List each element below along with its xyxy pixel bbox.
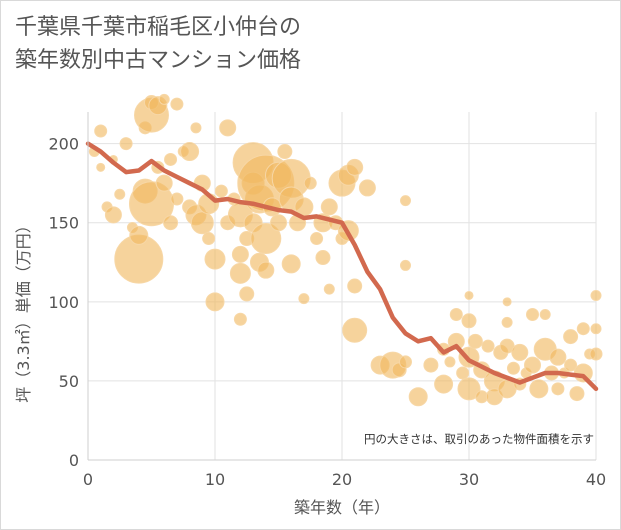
y-tick-label: 50 [59, 372, 79, 391]
y-tick-label: 150 [48, 214, 79, 233]
bubble-point [506, 361, 520, 375]
bubble-point [204, 248, 226, 270]
y-tick-label: 100 [48, 293, 79, 312]
x-tick-label: 30 [459, 470, 479, 489]
bubble-point [239, 286, 255, 302]
bubble-point [205, 292, 225, 312]
bubble-point [277, 144, 293, 160]
bubble-point [346, 158, 364, 176]
bubble-point [511, 343, 529, 361]
bubble-point [170, 97, 184, 111]
bubble-point [549, 348, 567, 366]
bubble-point [524, 356, 541, 374]
y-axis-label: 坪（3.3㎡）単価（万円） [14, 217, 33, 402]
bubble-point [464, 290, 474, 300]
bubble-point [163, 215, 179, 231]
y-tick-label: 0 [69, 451, 79, 470]
bubble-point [358, 179, 376, 197]
axes: 0 10 20 30 40 0 50 100 150 200 [48, 112, 606, 489]
bubble-series [88, 93, 603, 407]
bubble-point [563, 329, 579, 345]
chart-title: 千葉県千葉市稲毛区小仲台の 築年数別中古マンション価格 [15, 15, 302, 73]
bubble-point [155, 174, 173, 192]
bubble-point [303, 176, 317, 190]
bubble-point [408, 387, 428, 407]
bubble-point [444, 356, 456, 368]
bubble-point [529, 379, 549, 399]
trend-series [85, 141, 599, 392]
bubble-point [323, 283, 335, 295]
bubble-point [202, 232, 216, 246]
bubble-point [250, 223, 282, 255]
bubble-point [298, 293, 310, 305]
bubble-point [564, 358, 578, 372]
bubble-point [400, 259, 411, 271]
bubble-point [214, 184, 228, 198]
bubble-point [219, 119, 237, 137]
bubble-point [502, 297, 512, 307]
bubble-point [119, 137, 133, 151]
bubble-point [399, 355, 412, 369]
bubble-point [257, 261, 275, 279]
bubble-point [456, 366, 470, 380]
grid-lines [87, 112, 597, 461]
trend-line [85, 141, 599, 392]
bubble-point [170, 192, 184, 206]
bubble-point [590, 289, 602, 301]
bubble-point [164, 152, 178, 166]
bubble-point [400, 195, 411, 207]
bubble-point [551, 382, 565, 396]
bubble-point [281, 254, 301, 274]
bubble-point [229, 262, 251, 284]
bubble-point [114, 188, 126, 200]
x-tick-label: 40 [586, 470, 606, 489]
bubble-point [467, 333, 483, 349]
bubble-point [481, 339, 495, 353]
bubble-point [129, 225, 149, 245]
bubble-point [501, 316, 513, 328]
bubble-point [158, 93, 170, 105]
bubble-point [423, 357, 439, 373]
bubble-point [499, 338, 515, 354]
bubble-point [310, 232, 324, 246]
bubble-point [190, 122, 202, 134]
x-tick-label: 20 [332, 470, 352, 489]
x-axis-label: 築年数（年） [294, 498, 390, 517]
bubble-point [96, 162, 106, 172]
bubble-point [94, 124, 108, 138]
x-tick-label: 10 [205, 470, 225, 489]
bubble-point [449, 307, 463, 321]
bubble-point [461, 313, 477, 329]
bubble-point [526, 307, 539, 321]
bubble-point [497, 379, 517, 399]
bubble-point [347, 278, 363, 294]
bubble-point [569, 386, 585, 402]
bubble-point [589, 347, 603, 361]
bubble-point [233, 312, 247, 326]
y-tick-label: 200 [48, 135, 79, 154]
bubble-point [434, 374, 454, 394]
bubble-point [576, 322, 590, 336]
bubble-point [457, 377, 481, 401]
bubble-point [590, 323, 602, 335]
bubble-point [315, 250, 331, 266]
size-annotation: 円の大きさは、取引のあった物件面積を示す [364, 432, 594, 446]
bubble-point [320, 198, 338, 216]
bubble-point [342, 317, 368, 343]
bubble-point [270, 214, 287, 232]
bubble-point [190, 211, 214, 235]
x-tick-label: 0 [83, 470, 93, 489]
bubble-point [231, 245, 249, 263]
bubble-point [180, 142, 200, 162]
bubble-point [104, 206, 122, 224]
bubble-point [539, 308, 551, 320]
